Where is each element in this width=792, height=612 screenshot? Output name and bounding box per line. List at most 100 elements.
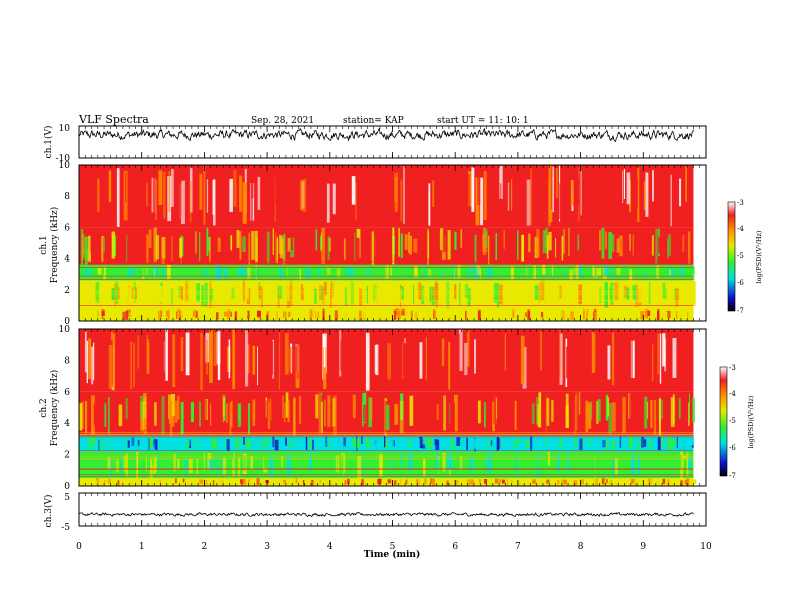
spectrogram-streak bbox=[340, 167, 342, 213]
spectrogram-streak bbox=[82, 234, 85, 259]
spectrogram-streak bbox=[692, 479, 697, 484]
spectrogram-streak bbox=[574, 436, 578, 449]
spectrogram-streak bbox=[585, 309, 589, 317]
spectrogram-streak bbox=[440, 268, 443, 279]
spectrogram-streak bbox=[527, 333, 531, 391]
spectrogram-streak bbox=[578, 265, 582, 277]
spectrogram-streak bbox=[203, 452, 206, 471]
spectrogram-streak bbox=[365, 332, 370, 391]
spectrogram-streak bbox=[344, 265, 346, 278]
spectrogram-streak bbox=[143, 393, 147, 419]
spectrogram-streak bbox=[128, 312, 132, 321]
spectrogram-streak bbox=[257, 346, 258, 386]
ch1-colorbar: -3 -4 -5 -6 -7 log(PSD)(V²/Hz) bbox=[727, 199, 763, 315]
spectrogram-streak bbox=[374, 285, 379, 308]
spectrogram-streak bbox=[298, 396, 302, 424]
spectrogram-streak bbox=[104, 403, 106, 427]
spec2-ytick-6: 6 bbox=[64, 388, 70, 398]
spectrogram-streak bbox=[180, 402, 184, 435]
spectrogram-streak bbox=[299, 478, 303, 484]
spectrogram-streak bbox=[514, 400, 517, 430]
spectrogram-streak bbox=[232, 458, 234, 478]
spectrogram-streak bbox=[677, 311, 681, 319]
spectrogram-streak bbox=[97, 178, 100, 212]
spectrogram-streak bbox=[185, 280, 189, 302]
spectrogram-streak bbox=[486, 458, 488, 471]
spectrogram-streak bbox=[657, 437, 661, 451]
spectrogram-streak bbox=[490, 440, 493, 446]
spectrogram-streak bbox=[503, 180, 506, 225]
spectrogram-streak bbox=[514, 171, 516, 202]
spectrogram-streak bbox=[555, 338, 558, 376]
spectrogram-streak bbox=[221, 329, 225, 369]
spectrogram-streak bbox=[147, 167, 152, 211]
spectrogram-streak bbox=[341, 455, 345, 471]
spectrogram-streak bbox=[259, 440, 262, 452]
spectrogram-streak bbox=[242, 280, 245, 302]
spectrogram-streak bbox=[280, 283, 282, 298]
spectrogram-streak bbox=[649, 395, 652, 436]
spectrogram-streak bbox=[206, 179, 209, 213]
spectrogram-streak bbox=[658, 236, 661, 254]
spectrogram-streak bbox=[311, 479, 314, 486]
spectrogram-streak bbox=[666, 310, 671, 319]
spectrogram-streak bbox=[664, 288, 667, 299]
spectrogram-streak bbox=[403, 166, 405, 225]
spectrogram-streak bbox=[213, 437, 216, 450]
spectrogram-streak bbox=[230, 235, 233, 251]
spectrogram-streak bbox=[608, 231, 612, 259]
spectrogram-streak bbox=[618, 286, 622, 306]
spec1-ytick-4: 4 bbox=[64, 255, 70, 265]
spectrogram-streak bbox=[119, 238, 124, 254]
spectrogram-streak bbox=[400, 233, 403, 258]
spectrogram-streak bbox=[228, 287, 232, 306]
spectrogram-streak bbox=[169, 400, 173, 436]
spectrogram-streak bbox=[680, 480, 683, 486]
spectrogram-streak bbox=[83, 308, 86, 316]
spectrogram-streak bbox=[690, 311, 693, 321]
spectrogram-streak bbox=[425, 337, 427, 381]
spectrogram-streak bbox=[462, 310, 466, 321]
spectrogram-streak bbox=[123, 456, 127, 472]
spectrogram-streak bbox=[140, 167, 142, 204]
spectrogram-streak bbox=[552, 166, 554, 213]
spectrogram-streak bbox=[222, 231, 224, 255]
spectrogram-streak bbox=[546, 235, 549, 259]
spectrogram-streak bbox=[629, 334, 633, 384]
spectrogram-streak bbox=[195, 180, 197, 206]
spectrogram-streak bbox=[559, 333, 563, 385]
spectrogram-streak bbox=[93, 480, 98, 486]
spectrogram-streak bbox=[507, 335, 512, 380]
spectrogram-streak bbox=[484, 402, 486, 428]
spectrogram-streak bbox=[408, 231, 410, 253]
spectrogram-streak bbox=[607, 397, 609, 417]
spectrogram-streak bbox=[156, 454, 159, 472]
spectrogram-streak bbox=[153, 169, 156, 219]
spectrogram-streak bbox=[584, 478, 588, 483]
ch1-colorbar-label: log(PSD)(V²/Hz) bbox=[755, 230, 763, 283]
ch2-spectrogram-panel: ch.2 Frequency (kHz) 0 2 4 6 8 10 bbox=[39, 325, 707, 492]
spectrogram-streak bbox=[474, 339, 476, 374]
spectrogram-streak bbox=[101, 309, 104, 319]
spectrogram-streak bbox=[602, 440, 606, 448]
spectrogram-streak bbox=[668, 281, 671, 299]
spectrogram-streak bbox=[515, 334, 517, 389]
spectrogram-streak bbox=[609, 287, 612, 300]
spectrogram-streak bbox=[463, 479, 466, 485]
time-tick-label-2: 2 bbox=[202, 542, 208, 552]
spectrogram-streak bbox=[687, 311, 689, 318]
spectrogram-streak bbox=[137, 439, 140, 446]
spectrogram-streak bbox=[586, 479, 590, 485]
spectrogram-streak bbox=[378, 439, 383, 449]
spectrogram-streak bbox=[345, 333, 348, 377]
spectrogram-streak bbox=[588, 478, 591, 484]
spectrogram-streak bbox=[525, 478, 528, 485]
spectrogram-streak bbox=[493, 394, 496, 424]
spectrogram-streak bbox=[267, 268, 270, 278]
spectrogram-streak bbox=[355, 182, 357, 221]
spectrogram-streak bbox=[330, 288, 332, 308]
spectrogram-streak bbox=[409, 308, 412, 321]
spectrogram-streak bbox=[343, 238, 346, 260]
spectrogram-streak bbox=[605, 231, 607, 250]
spectrogram-streak bbox=[182, 439, 185, 447]
